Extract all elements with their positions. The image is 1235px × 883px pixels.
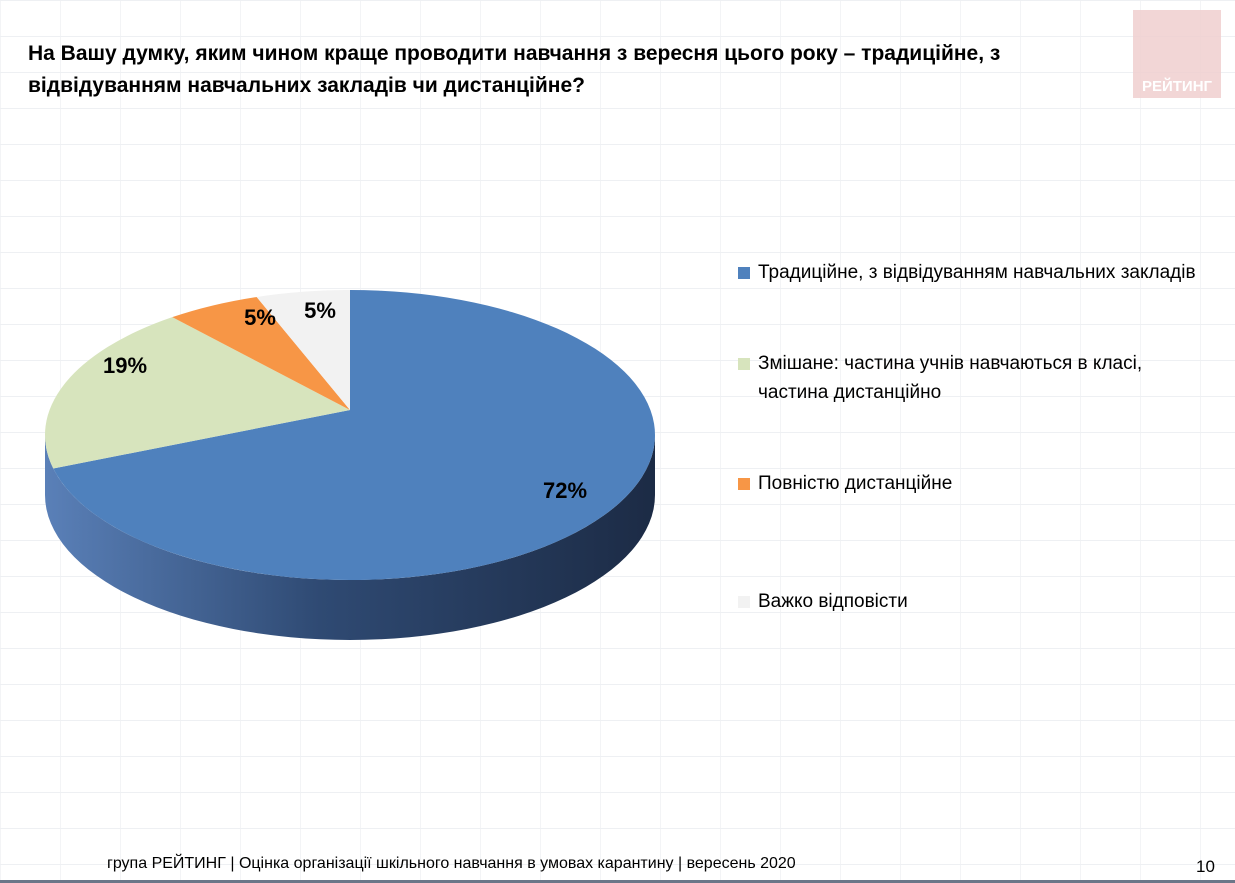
logo-text: РЕЙТИНГ (1141, 78, 1213, 95)
data-label: 5% (244, 305, 276, 330)
pie-slice (256, 290, 350, 410)
legend-item: Повністю дистанційне (738, 469, 1208, 498)
chart-title: На Вашу думку, яким чином краще проводит… (28, 42, 1001, 97)
legend-label: Традиційне, з відвідуванням навчальних з… (758, 262, 1196, 283)
pie-chart: 72% 19% 5% 5% (45, 290, 655, 640)
pie-side-wall (45, 435, 655, 640)
legend-swatch (738, 358, 750, 370)
pie-slice (53, 290, 655, 580)
data-label: 19% (103, 353, 147, 378)
legend-swatch (738, 596, 750, 608)
rating-logo: РЕЙТИНГ (1133, 10, 1221, 98)
footer: група РЕЙТИНГ | Оцінка організації шкіль… (107, 855, 796, 872)
legend-label: Важко відповісти (758, 591, 908, 612)
legend-item: Змішане: частина учнів навчаються в клас… (738, 349, 1208, 407)
legend-label: Змішане: частина учнів навчаються в клас… (758, 353, 1143, 403)
legend-item: Традиційне, з відвідуванням навчальних з… (738, 258, 1208, 287)
pie-slice (45, 317, 351, 469)
legend: Традиційне, з відвідуванням навчальних з… (738, 258, 1208, 616)
page-number: 10 (1196, 857, 1215, 876)
data-label: 72% (543, 478, 587, 503)
bottom-bar (0, 880, 1235, 883)
legend-swatch (738, 267, 750, 279)
pie-slice (172, 296, 350, 410)
data-label: 5% (304, 298, 336, 323)
legend-item: Важко відповісти (738, 587, 1208, 616)
legend-label: Повністю дистанційне (758, 473, 953, 494)
legend-swatch (738, 478, 750, 490)
